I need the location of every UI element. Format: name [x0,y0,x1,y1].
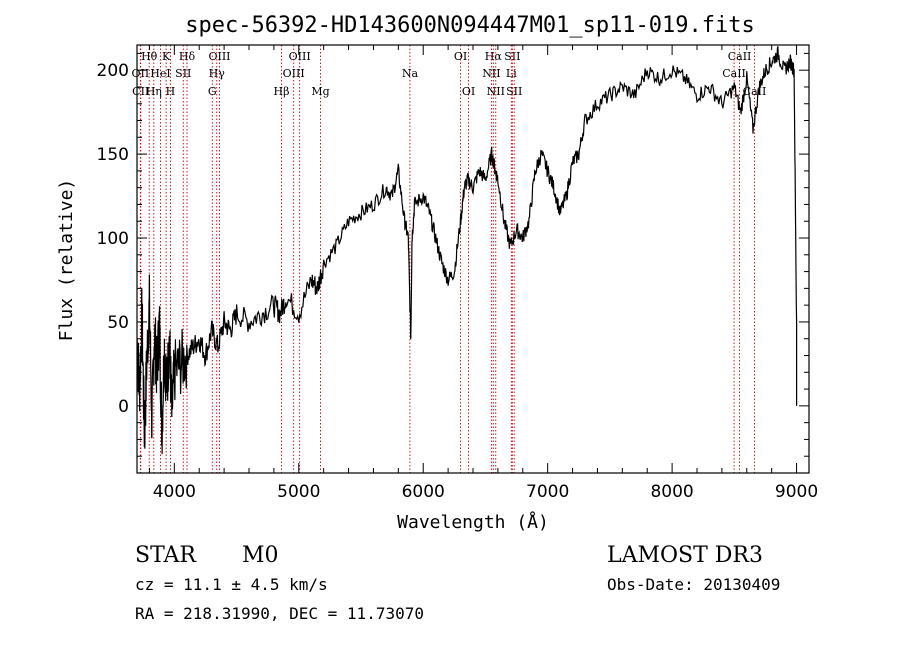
redshift-info: cz = 11.1 ± 4.5 km/s [135,575,328,594]
line-marker-label: CaII [728,50,752,63]
line-marker-label: NII [482,67,500,80]
y-tick-label: 50 [107,313,129,333]
y-tick-label: 150 [97,145,129,165]
line-marker-label: OIII [283,67,305,80]
line-marker-label: SII [175,67,191,80]
line-marker-label: Hγ [209,67,226,80]
line-marker-label: Mg [311,85,329,98]
line-marker-label: NII [487,85,505,98]
x-tick-label: 8000 [650,482,693,502]
line-marker-label: OI [454,50,467,63]
y-axis-label: Flux (relative) [56,179,77,342]
line-marker-label: Hθ [141,50,158,63]
object-class: STAR [135,543,197,568]
x-tick-label: 4000 [153,482,196,502]
chart-title: spec-56392-HD143600N094447M01_sp11-019.f… [185,13,755,38]
line-marker-label: CaII [722,67,746,80]
survey-name: LAMOST DR3 [607,543,763,568]
line-marker-label: Hδ [179,50,196,63]
y-tick-label: 200 [97,61,129,81]
line-marker-label: Hα [485,50,503,63]
x-axis-label: Wavelength (Å) [397,511,549,533]
y-axis-ticks: 0 50 100 150 200 [97,52,809,457]
radec-info: RA = 218.31990, DEC = 11.73070 [135,604,424,623]
y-tick-label: 0 [118,397,129,417]
y-tick-label: 100 [97,229,129,249]
line-marker-label: OIII [208,50,230,63]
x-tick-label: 6000 [402,482,445,502]
object-subclass: M0 [242,543,279,568]
line-marker-label: Hβ [274,85,290,98]
line-marker-label: K [162,50,171,63]
line-marker-label: Li [506,67,517,80]
x-tick-label: 7000 [526,482,569,502]
line-marker-label: SII [504,50,520,63]
line-marker-label: H [166,85,176,98]
line-marker-label: Hη [146,85,162,98]
line-marker-label: HeI [150,67,170,80]
obs-date: Obs-Date: 20130409 [607,575,780,594]
x-axis-ticks: 4000 5000 6000 7000 8000 9000 [148,45,818,502]
spectrum-line [136,46,798,455]
plot-frame [136,44,810,474]
x-tick-label: 5000 [277,482,320,502]
line-marker-label: G [208,85,217,98]
x-tick-label: 9000 [775,482,818,502]
line-marker-label: OI [462,85,475,98]
line-markers: HθOIICIIKHeIHηHδSIIHOIIIHγGOIIIOIIIHβMgN… [132,45,766,473]
line-marker-label: Na [402,67,419,80]
line-marker-label: SII [506,85,522,98]
line-marker-label: OIII [289,50,311,63]
